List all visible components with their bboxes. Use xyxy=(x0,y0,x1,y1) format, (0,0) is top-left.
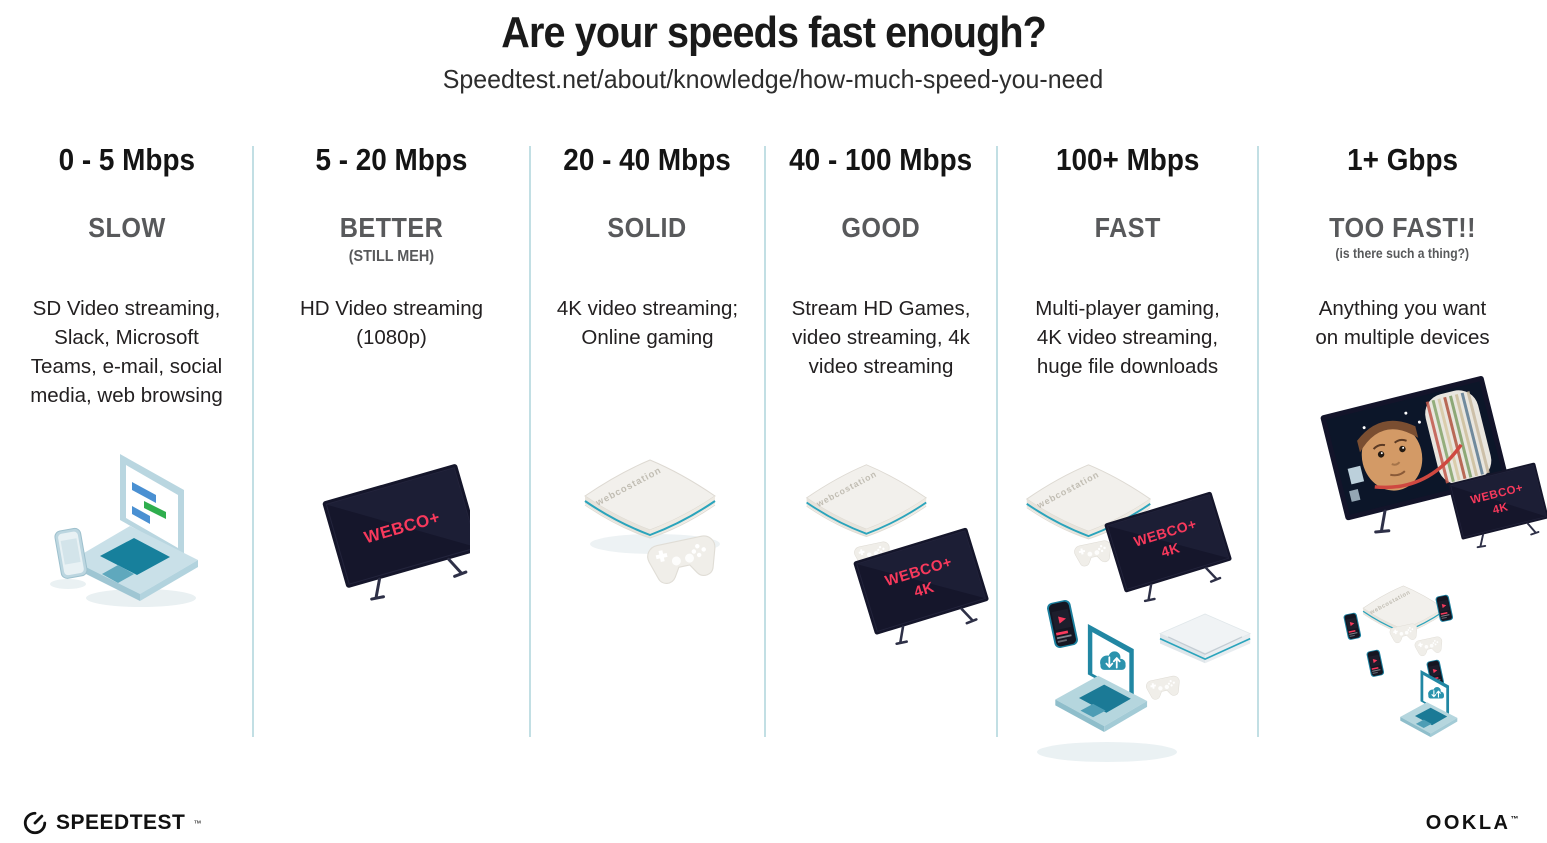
trademark-mark: ™ xyxy=(1510,814,1521,824)
trademark-mark: ™ xyxy=(193,818,202,828)
column-divider xyxy=(1257,146,1259,737)
phone-icon xyxy=(1366,649,1385,678)
speed-column-good: 40 - 100 Mbps GOOD Stream HD Games, vide… xyxy=(765,0,997,790)
speed-range: 0 - 5 Mbps xyxy=(58,142,195,177)
chat-bubble-icon xyxy=(132,506,150,524)
speed-column-fast: 100+ Mbps FAST Multi-player gaming, 4K v… xyxy=(997,0,1258,790)
speed-gauge-icon xyxy=(23,811,47,835)
slim-console-icon xyxy=(1159,613,1252,665)
controller-icon xyxy=(1413,635,1445,658)
controller-icon xyxy=(1072,538,1115,569)
column-divider xyxy=(529,146,531,737)
console-and-tv-illustration: webcostation WEBCO+ 4K xyxy=(805,463,995,652)
phone-icon xyxy=(1435,594,1454,623)
tv-icon: WEBCO+ 4K xyxy=(1102,490,1238,608)
column-divider xyxy=(996,146,998,737)
column-description: SD Video streaming, Slack, Microsoft Tea… xyxy=(30,297,223,408)
tv-icon: WEBCO+ 4K xyxy=(1447,461,1547,553)
laptop-and-phone-illustration xyxy=(50,454,198,607)
laptop-cloud-download-icon xyxy=(1399,669,1458,738)
speed-range: 5 - 20 Mbps xyxy=(315,142,468,177)
column-description: 4K video streaming; Online gaming xyxy=(556,297,739,350)
column-description: HD Video streaming (1080p) xyxy=(299,297,484,350)
tv-icon: WEBCO+ xyxy=(320,461,470,608)
page-title-text: Are your speeds fast enough? xyxy=(501,8,1047,57)
page-subtitle-text: Speedtest.net/about/knowledge/how-much-s… xyxy=(443,64,1104,94)
speedtest-logo: SPEEDTEST ™ xyxy=(22,810,201,836)
shadow xyxy=(1037,742,1177,762)
column-divider xyxy=(764,146,766,737)
multi-device-illustration: webcostation WEBCO+ 4K xyxy=(1025,463,1252,762)
phone-icon xyxy=(1046,599,1079,649)
astronaut-face xyxy=(1357,420,1423,491)
phone-icon xyxy=(1343,612,1362,641)
speed-column-slow: 0 - 5 Mbps SLOW SD Video streaming, Slac… xyxy=(0,0,253,790)
speed-range: 40 - 100 Mbps xyxy=(789,142,973,177)
column-description: Anything you want on multiple devices xyxy=(1315,297,1490,350)
shadow xyxy=(50,579,86,589)
speed-range: 20 - 40 Mbps xyxy=(563,142,732,177)
speed-range: 100+ Mbps xyxy=(1055,142,1200,177)
speed-column-better: 5 - 20 Mbps BETTER (STILL MEH) HD Video … xyxy=(253,0,530,790)
gigabit-device-cluster-illustration: WEBCO+ 4K webcostation xyxy=(1320,375,1547,738)
ookla-wordmark: OOKLA xyxy=(1425,812,1511,834)
speed-range: 1+ Gbps xyxy=(1347,142,1458,177)
column-description: Stream HD Games, video streaming, 4k vid… xyxy=(791,297,971,379)
rating-note: (STILL MEH) xyxy=(348,248,435,265)
rating-label: TOO FAST!! xyxy=(1329,212,1476,243)
rating-label: GOOD xyxy=(841,212,921,243)
controller-icon xyxy=(1144,674,1184,702)
page-subtitle: Speedtest.net/about/knowledge/how-much-s… xyxy=(0,64,1547,95)
rating-label: SOLID xyxy=(607,212,688,243)
rating-label: BETTER xyxy=(339,212,444,243)
chat-bubble-icon xyxy=(132,482,156,503)
tv-label: 4K xyxy=(1159,539,1182,560)
ookla-logo: OOKLA™ xyxy=(1426,812,1521,835)
rating-label: SLOW xyxy=(87,212,166,243)
phone-icon xyxy=(54,527,88,579)
rating-note: (is there such a thing?) xyxy=(1335,246,1470,261)
tv-label: 4K xyxy=(912,579,936,601)
column-description: Multi-player gaming, 4K video streaming,… xyxy=(1035,297,1220,379)
page-title: Are your speeds fast enough? xyxy=(0,8,1547,58)
rating-label: FAST xyxy=(1094,212,1161,243)
hd-tv-illustration: WEBCO+ xyxy=(320,461,470,608)
helmet-reflection xyxy=(1347,390,1492,502)
speedtest-wordmark: SPEEDTEST xyxy=(56,811,186,834)
game-console-icon: webcostation xyxy=(805,463,928,538)
speed-column-solid: 20 - 40 Mbps SOLID 4K video streaming; O… xyxy=(530,0,765,790)
speed-column-toofast: 1+ Gbps TOO FAST!! (is there such a thin… xyxy=(1258,0,1547,790)
game-console-icon: webcostation xyxy=(584,459,716,539)
tv-label: 4K xyxy=(1492,501,1510,516)
chat-bubble-icon xyxy=(144,501,166,519)
laptop-icon xyxy=(72,454,198,601)
astronaut-movie-tv xyxy=(1320,375,1509,534)
column-divider xyxy=(252,146,254,737)
console-illustration: webcostation xyxy=(584,459,723,589)
tv-icon: WEBCO+ 4K xyxy=(851,525,995,652)
